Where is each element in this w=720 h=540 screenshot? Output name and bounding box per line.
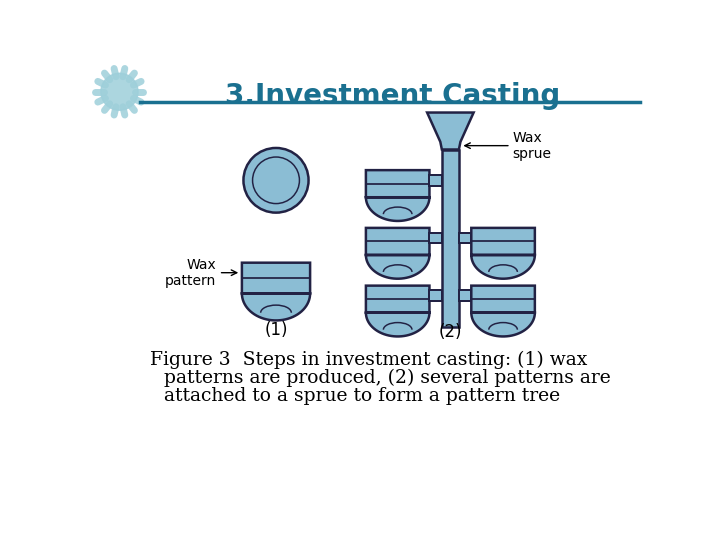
Text: (1): (1) xyxy=(264,321,288,340)
Bar xyxy=(429,175,442,186)
Text: Figure 3  Steps in investment casting: (1) wax: Figure 3 Steps in investment casting: (1… xyxy=(150,351,588,369)
Bar xyxy=(429,233,442,244)
Circle shape xyxy=(243,148,309,213)
Text: attached to a sprue to form a pattern tree: attached to a sprue to form a pattern tr… xyxy=(164,387,561,404)
Polygon shape xyxy=(366,170,429,221)
Text: 3.Investment Casting: 3.Investment Casting xyxy=(225,82,560,110)
Polygon shape xyxy=(427,112,474,150)
Bar xyxy=(429,291,442,301)
Text: Wax
pattern: Wax pattern xyxy=(165,258,216,288)
Text: patterns are produced, (2) several patterns are: patterns are produced, (2) several patte… xyxy=(164,369,611,387)
Polygon shape xyxy=(472,286,535,336)
Polygon shape xyxy=(242,262,310,320)
Polygon shape xyxy=(366,228,429,279)
Polygon shape xyxy=(366,286,429,336)
Text: Wax
sprue: Wax sprue xyxy=(513,131,552,161)
Circle shape xyxy=(101,73,138,110)
Bar xyxy=(459,291,472,301)
Polygon shape xyxy=(472,228,535,279)
Bar xyxy=(459,233,472,244)
Bar xyxy=(442,150,459,327)
Text: (2): (2) xyxy=(438,323,462,341)
